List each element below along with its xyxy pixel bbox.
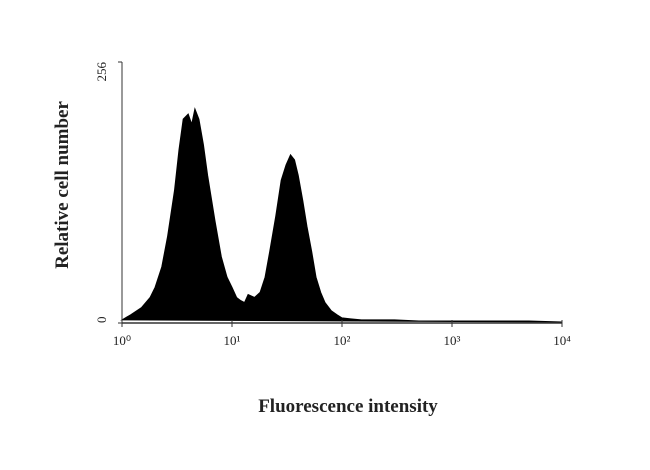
- x-tick-label: 10¹: [224, 333, 241, 348]
- y-axis-label: Relative cell number: [52, 101, 73, 269]
- x-tick-label: 10²: [334, 333, 351, 348]
- histogram-area: [120, 107, 563, 323]
- x-axis-label: Fluorescence intensity: [258, 396, 438, 417]
- y-tick-label: 256: [94, 62, 109, 82]
- x-tick-label: 10³: [444, 333, 461, 348]
- x-tick-label: 10⁰: [113, 333, 131, 348]
- x-tick-label: 10⁴: [553, 333, 571, 348]
- y-tick-label: 0: [94, 317, 109, 324]
